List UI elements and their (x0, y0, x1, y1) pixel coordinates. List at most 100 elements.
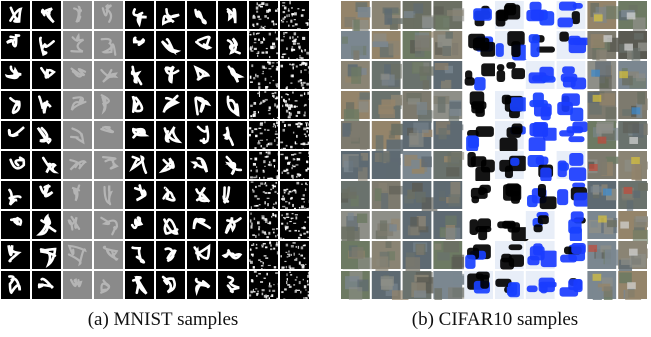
mnist-sample-tile (32, 271, 61, 299)
mnist-sample-tile (187, 241, 216, 269)
cifar-sample-tile (587, 61, 617, 92)
cifar-sample-tile (464, 31, 496, 59)
cifar-sample-tile (402, 61, 437, 90)
cifar-sample-tile (525, 121, 558, 153)
cifar-sample-tile (495, 121, 527, 153)
cifar-sample-tile (587, 211, 618, 239)
mnist-sample-tile (63, 181, 92, 209)
cifar-sample-tile (433, 151, 468, 179)
cifar-sample-tile (618, 1, 647, 32)
mnist-sample-tile (32, 181, 61, 209)
mnist-sample-tile (187, 151, 216, 179)
cifar-sample-tile (433, 31, 463, 59)
mnist-sample-tile (187, 271, 216, 299)
cifar-sample-tile (341, 61, 370, 89)
cifar-sample-tile (433, 181, 463, 209)
cifar-sample-tile (495, 91, 528, 119)
mnist-sample-tile (218, 271, 247, 299)
mnist-sample-tile (218, 151, 247, 179)
mnist-sample-tile (63, 121, 92, 149)
cifar-sample-tile (402, 211, 432, 239)
cifar-sample-tile (587, 31, 625, 64)
cifar-sample-tile (341, 1, 371, 34)
cifar-sample-tile (587, 181, 617, 209)
cifar-sample-tile (341, 211, 370, 243)
cifar-sample-tile (556, 91, 586, 122)
mnist-sample-tile (156, 241, 185, 269)
mnist-sample-tile (94, 151, 123, 179)
mnist-sample-tile (32, 31, 61, 59)
mnist-sample-tile (156, 1, 185, 29)
cifar-sample-tile (371, 181, 404, 209)
cifar-sample-tile (341, 241, 375, 270)
mnist-sample-tile (218, 61, 247, 89)
mnist-sample-tile (125, 1, 154, 29)
cifar-sample-tile (371, 241, 401, 273)
cifar-sample-tile (525, 211, 555, 239)
mnist-sample-tile (187, 31, 216, 59)
mnist-sample-tile (249, 121, 281, 151)
mnist-sample-tile (63, 91, 92, 119)
cifar-sample-tile (371, 121, 409, 154)
cifar-sample-tile (587, 1, 621, 29)
cifar-sample-tile (433, 91, 463, 122)
mnist-sample-tile (249, 241, 281, 273)
mnist-sample-tile (63, 211, 92, 239)
cifar-sample-tile (341, 121, 370, 150)
mnist-sample-tile (249, 31, 279, 59)
mnist-sample-tile (218, 121, 247, 149)
cifar-sample-tile (433, 61, 463, 89)
cifar-sample-tile (402, 121, 433, 149)
cifar-caption: (b) CIFAR10 samples (411, 309, 579, 330)
mnist-sample-tile (63, 61, 92, 89)
mnist-sample-grid (0, 0, 310, 300)
cifar-sample-tile (495, 181, 524, 209)
cifar-sample-tile (341, 91, 370, 122)
cifar-sample-tile (556, 31, 590, 59)
mnist-sample-tile (125, 91, 154, 119)
cifar-sample-tile (556, 151, 587, 182)
cifar-sample-tile (587, 121, 619, 149)
mnist-sample-tile (1, 121, 30, 149)
cifar-sample-tile (495, 1, 524, 29)
mnist-sample-tile (249, 151, 280, 181)
cifar-sample-tile (556, 241, 586, 269)
cifar-sample-tile (464, 151, 495, 183)
mnist-sample-tile (63, 241, 92, 269)
mnist-sample-tile (1, 1, 30, 29)
mnist-sample-tile (125, 211, 154, 239)
cifar-sample-tile (341, 31, 370, 60)
mnist-sample-tile (32, 151, 61, 179)
cifar-sample-tile (433, 271, 467, 300)
mnist-sample-tile (218, 241, 247, 269)
cifar-sample-tile (525, 61, 556, 89)
cifar-sample-tile (402, 31, 436, 59)
mnist-sample-tile (1, 211, 30, 239)
mnist-caption: (a) MNIST samples (87, 309, 239, 330)
mnist-sample-tile (187, 211, 216, 239)
cifar-sample-tile (464, 91, 493, 119)
mnist-sample-tile (218, 181, 247, 209)
mnist-sample-tile (218, 1, 247, 29)
cifar-sample-tile (495, 61, 526, 89)
cifar-sample-tile (587, 271, 617, 300)
cifar-sample-tile (556, 271, 586, 299)
mnist-sample-tile (249, 271, 280, 300)
cifar-sample-tile (525, 31, 555, 59)
mnist-sample-tile (94, 61, 123, 89)
mnist-sample-tile (94, 1, 123, 29)
cifar-sample-tile (525, 151, 555, 182)
mnist-sample-tile (249, 181, 279, 211)
mnist-sample-tile (218, 31, 247, 59)
mnist-sample-tile (1, 61, 30, 89)
cifar-sample-tile (495, 271, 524, 299)
cifar-sample-tile (525, 241, 558, 269)
mnist-sample-tile (280, 271, 310, 300)
cifar-sample-tile (464, 181, 493, 209)
mnist-sample-tile (63, 1, 92, 29)
mnist-sample-tile (94, 211, 123, 239)
mnist-sample-tile (32, 241, 61, 269)
mnist-sample-tile (249, 91, 280, 120)
cifar-sample-tile (371, 61, 402, 89)
mnist-sample-tile (156, 121, 185, 149)
